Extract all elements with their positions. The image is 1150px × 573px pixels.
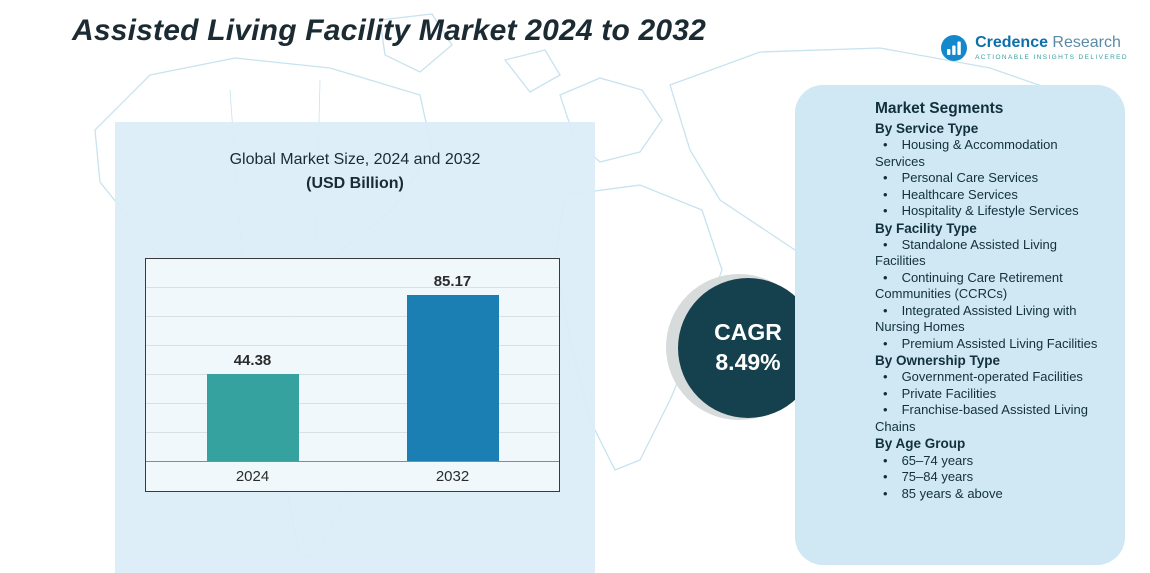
chart-subtitle: (USD Billion) <box>306 175 404 192</box>
bar-2024 <box>206 374 299 461</box>
list-item: Private Facilities <box>875 386 1105 403</box>
list-item: Hospitality & Lifestyle Services <box>875 203 1105 220</box>
list-item: 75–84 years <box>875 469 1105 486</box>
brand-logo: Credence Research Actionable Insights De… <box>940 34 1128 62</box>
page-title: Assisted Living Facility Market 2024 to … <box>72 14 707 47</box>
cagr-badge-wrap: CAGR 8.49% <box>666 272 826 432</box>
segment-list-facility-type: Standalone Assisted Living Facilities Co… <box>875 237 1105 353</box>
bar-chart: 44.38 85.17 2024 2032 <box>145 258 560 492</box>
chart-header: Global Market Size, 2024 and 2032 (USD B… <box>115 148 595 196</box>
brand-tagline: Actionable Insights Delivered <box>975 54 1128 61</box>
list-item: Healthcare Services <box>875 187 1105 204</box>
cagr-value: 8.49% <box>715 349 781 375</box>
bar-group-2024: 44.38 <box>206 352 299 461</box>
x-axis-labels: 2024 2032 <box>146 468 559 485</box>
bar-value-2032: 85.17 <box>433 273 472 290</box>
list-item: Government-operated Facilities <box>875 369 1105 386</box>
list-item: Housing & Accommodation Services <box>875 137 1105 170</box>
segment-group-title-service-type: By Service Type <box>875 121 979 136</box>
segment-group-title-ownership-type: By Ownership Type <box>875 353 1001 369</box>
list-item: Integrated Assisted Living with Nursing … <box>875 303 1105 336</box>
brand-name-bold: Credence <box>975 34 1048 51</box>
cagr-label: CAGR <box>714 319 782 346</box>
chart-panel: Global Market Size, 2024 and 2032 (USD B… <box>115 122 595 573</box>
list-item: Personal Care Services <box>875 170 1105 187</box>
list-item: 65–74 years <box>875 453 1105 470</box>
segment-list-age-group: 65–74 years 75–84 years 85 years & above <box>875 453 1105 503</box>
x-label-2024: 2024 <box>235 468 270 485</box>
segment-group-title-facility-type: By Facility Type <box>875 220 977 236</box>
cagr-badge: CAGR 8.49% <box>678 278 818 418</box>
segment-group-title-age-group: By Age Group <box>875 436 966 452</box>
bar-group-2032: 85.17 <box>406 273 499 461</box>
list-item: Standalone Assisted Living Facilities <box>875 237 1105 270</box>
plot-area: 44.38 85.17 <box>146 259 559 462</box>
bar-2032 <box>406 295 499 461</box>
list-item: Continuing Care Retirement Communities (… <box>875 270 1105 303</box>
list-item: Franchise-based Assisted Living Chains <box>875 402 1105 435</box>
segment-list-service-type: Housing & Accommodation Services Persona… <box>875 137 1105 220</box>
brand-name-light: Research <box>1047 34 1121 51</box>
bar-value-2024: 44.38 <box>233 352 272 369</box>
list-item: 85 years & above <box>875 486 1105 503</box>
chart-title: Global Market Size, 2024 and 2032 <box>229 151 481 168</box>
brand-text: Credence Research Actionable Insights De… <box>975 34 1128 62</box>
x-label-2032: 2032 <box>435 468 470 485</box>
segments-panel: Market Segments By Service Type Housing … <box>795 85 1125 565</box>
segments-heading: Market Segments <box>875 100 1004 117</box>
segment-list-ownership-type: Government-operated Facilities Private F… <box>875 369 1105 435</box>
list-item: Premium Assisted Living Facilities <box>875 336 1105 353</box>
brand-logo-icon <box>941 35 968 61</box>
